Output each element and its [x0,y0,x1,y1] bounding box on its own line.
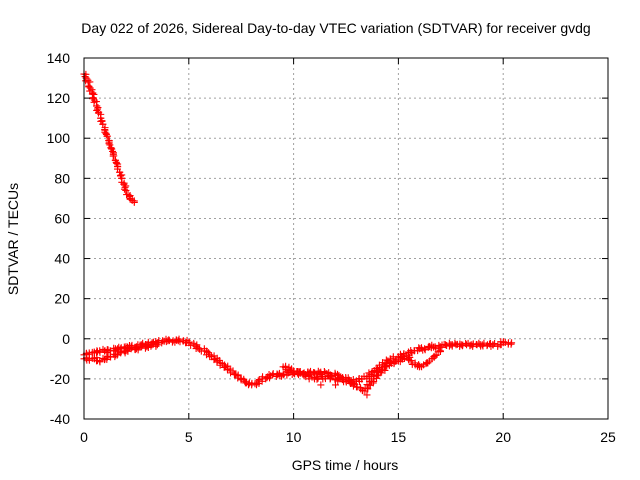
data-point-late-spread-segment [407,357,415,365]
data-point-steep-decline-segment [105,140,113,148]
data-point-late-spread-segment [290,369,298,377]
data-point-main-trace [500,338,508,346]
data-point-steep-decline-segment [90,90,98,98]
data-point-main-trace [508,339,516,347]
y-tick-label: 60 [54,210,70,226]
data-points [80,70,516,399]
data-point-steep-decline-segment [86,84,94,92]
y-tick-label: 40 [54,251,70,267]
data-point-main-trace [421,345,429,353]
data-point-steep-decline-segment [122,186,130,194]
data-point-main-trace [469,340,477,348]
x-tick-label: 25 [600,429,616,445]
y-tick-label: 140 [47,50,71,66]
x-tick-label: 15 [391,429,407,445]
y-tick-label: -40 [50,411,70,427]
data-point-main-trace [241,377,249,385]
chart-title: Day 022 of 2026, Sidereal Day-to-day VTE… [81,20,590,36]
y-axis-title: SDTVAR / TECUs [5,183,21,295]
data-point-late-spread-segment [432,351,440,359]
data-point-steep-decline-segment [120,185,128,193]
data-point-steep-decline-segment [103,132,111,140]
y-tick-label: 120 [47,90,71,106]
data-point-steep-decline-segment [86,78,94,86]
data-point-secondary-trace [117,348,125,356]
x-axis-title: GPS time / hours [292,457,399,473]
y-tick-label: 100 [47,130,71,146]
data-point-steep-decline-segment [94,105,102,113]
x-tick-label: 0 [80,429,88,445]
data-point-main-trace [176,338,184,346]
data-point-outliers [369,379,377,387]
data-point-steep-decline-segment [112,159,120,167]
data-point-secondary-trace [113,351,121,359]
y-tick-label: -20 [50,371,70,387]
x-tick-label: 5 [185,429,193,445]
x-tick-label: 10 [286,429,302,445]
x-tick-label: 20 [495,429,511,445]
data-point-main-trace [165,336,173,344]
data-point-main-trace [194,344,202,352]
data-point-outliers [317,381,325,389]
data-point-steep-decline-segment [109,152,117,160]
y-tick-label: 80 [54,170,70,186]
data-point-steep-decline-segment [130,198,138,206]
data-point-secondary-trace [153,341,161,349]
data-point-late-spread-segment [390,359,398,367]
data-point-main-trace [96,348,104,356]
plot-frame [83,57,609,420]
data-point-secondary-trace [96,358,104,366]
data-point-main-trace [193,341,201,349]
data-point-outliers [363,391,371,399]
data-point-outliers [332,381,340,389]
axis-ticks: 0 5 10 15 20 25 -40 -20 0 20 40 60 80 100 120 140 [47,50,616,445]
grid [84,58,608,419]
data-point-steep-decline-segment [102,130,110,138]
data-point-late-spread-segment [328,373,336,381]
data-point-secondary-trace [152,339,160,347]
data-point-late-spread-segment [422,360,430,368]
y-tick-label: 0 [62,331,70,347]
data-point-main-trace [432,344,440,352]
data-point-late-spread-segment [436,347,444,355]
data-point-main-trace [185,338,193,346]
data-point-late-spread-segment [382,363,390,371]
y-tick-label: 20 [54,291,70,307]
